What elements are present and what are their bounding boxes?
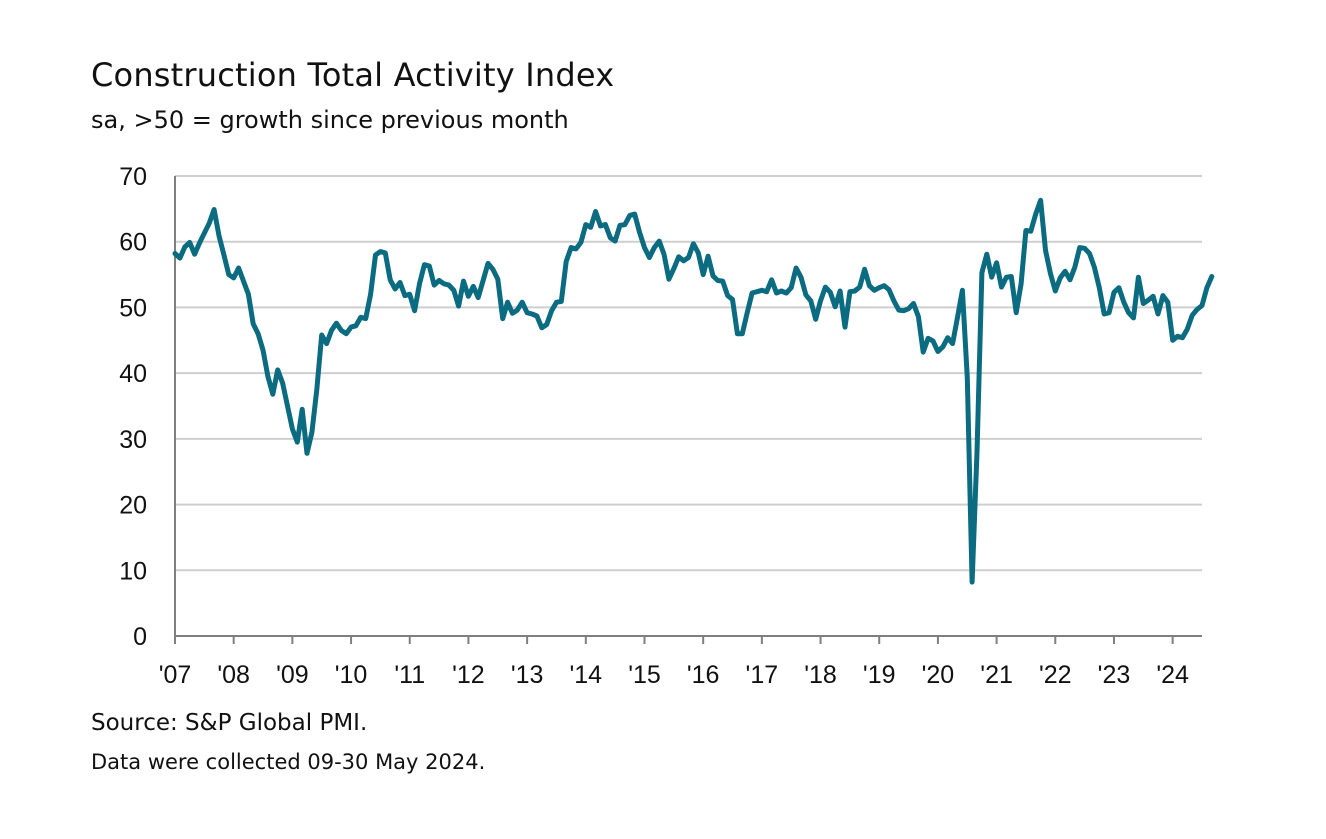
y-tick-label: 0	[133, 623, 147, 651]
x-tick-label: '21	[980, 661, 1013, 689]
x-tick-label: '11	[394, 661, 425, 689]
y-tick-label: 50	[119, 294, 147, 322]
x-tick-label: '08	[217, 661, 250, 689]
x-axis: '07 '08 '09 '10 '11 '12 '13 '14 '15 '16 '17 '18 '19 '…	[159, 176, 1202, 689]
y-tick-label: 10	[119, 557, 147, 585]
x-tick-label: '24	[1156, 661, 1189, 689]
x-tick-label: '10	[335, 661, 368, 689]
x-tick-label: '18	[804, 661, 837, 689]
x-tick-label: '12	[452, 661, 485, 689]
y-tick-label: 70	[119, 163, 147, 191]
series-line	[172, 197, 1215, 585]
x-tick-label: '07	[159, 661, 192, 689]
x-tick-label: '22	[1039, 661, 1072, 689]
x-tick-label: '16	[687, 661, 720, 689]
line-chart: 0 10 20 30 40 50 60 70 '07 '08 '09 '10 '11 '12 '13 '14…	[119, 163, 1215, 689]
chart-subtitle: sa, >50 = growth since previous month	[91, 106, 569, 134]
x-tick-label: '20	[922, 661, 955, 689]
y-tick-label: 60	[119, 229, 147, 257]
x-tick-label: '15	[628, 661, 661, 689]
y-tick-label: 20	[119, 492, 147, 520]
x-tick-label: '19	[863, 661, 896, 689]
x-tick-label: '14	[570, 661, 603, 689]
collection-note: Data were collected 09-30 May 2024.	[91, 750, 486, 774]
y-tick-label: 30	[119, 426, 147, 454]
x-tick-label: '09	[276, 661, 309, 689]
chart-title: Construction Total Activity Index	[91, 56, 615, 94]
y-tick-label: 40	[119, 360, 147, 388]
source-note: Source: S&P Global PMI.	[91, 710, 368, 736]
x-tick-label: '17	[746, 661, 779, 689]
x-tick-label: '23	[1098, 661, 1131, 689]
x-tick-label: '13	[511, 661, 544, 689]
y-axis-labels: 0 10 20 30 40 50 60 70	[119, 163, 147, 651]
gridlines	[175, 175, 1202, 572]
